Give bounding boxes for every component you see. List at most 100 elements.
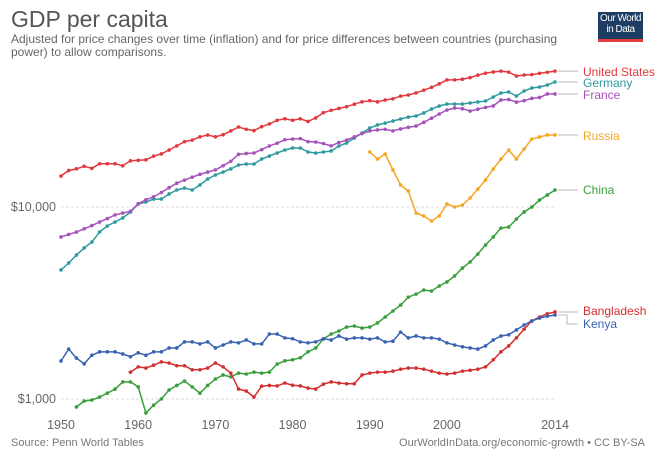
data-point-kenya[interactable]	[190, 340, 195, 344]
data-point-china[interactable]	[136, 385, 140, 389]
data-point-russia[interactable]	[421, 214, 426, 218]
data-point-kenya[interactable]	[97, 350, 102, 354]
data-point-france[interactable]	[298, 136, 303, 141]
data-point-kenya[interactable]	[321, 336, 326, 341]
data-point-kenya[interactable]	[290, 336, 295, 341]
data-point-bangladesh[interactable]	[205, 366, 210, 370]
data-point-bangladesh[interactable]	[275, 384, 279, 388]
line-united-states[interactable]	[60, 70, 556, 177]
data-point-china[interactable]	[244, 372, 249, 376]
data-point-bangladesh[interactable]	[306, 386, 310, 390]
data-point-united-states[interactable]	[205, 133, 210, 137]
data-point-united-states[interactable]	[267, 122, 272, 126]
data-point-germany[interactable]	[391, 119, 395, 123]
data-point-united-states[interactable]	[445, 78, 449, 82]
data-point-china[interactable]	[198, 391, 202, 396]
data-point-united-states[interactable]	[275, 118, 279, 123]
data-point-france[interactable]	[437, 112, 442, 116]
data-point-china[interactable]	[383, 315, 387, 319]
data-point-china[interactable]	[352, 324, 357, 328]
data-point-bangladesh[interactable]	[421, 367, 426, 371]
data-point-germany[interactable]	[82, 246, 86, 250]
data-point-china[interactable]	[491, 235, 496, 239]
data-point-united-states[interactable]	[59, 174, 63, 178]
data-point-france[interactable]	[306, 139, 310, 144]
data-point-germany[interactable]	[321, 150, 326, 154]
data-point-bangladesh[interactable]	[229, 371, 233, 375]
data-point-china[interactable]	[290, 358, 295, 362]
data-point-united-states[interactable]	[198, 135, 202, 139]
data-point-bangladesh[interactable]	[321, 382, 326, 386]
data-point-russia[interactable]	[429, 219, 434, 223]
data-point-kenya[interactable]	[429, 336, 434, 340]
data-point-bangladesh[interactable]	[213, 361, 218, 365]
data-point-china[interactable]	[537, 198, 542, 202]
data-point-china[interactable]	[553, 188, 557, 192]
data-point-united-states[interactable]	[236, 125, 241, 129]
data-point-germany[interactable]	[229, 167, 233, 171]
data-point-china[interactable]	[483, 243, 488, 247]
data-point-united-states[interactable]	[460, 77, 465, 82]
data-point-kenya[interactable]	[313, 340, 318, 344]
data-point-russia[interactable]	[437, 214, 442, 218]
data-point-kenya[interactable]	[414, 334, 418, 338]
data-point-germany[interactable]	[213, 173, 218, 177]
data-point-france[interactable]	[383, 127, 387, 132]
data-point-bangladesh[interactable]	[522, 327, 526, 331]
data-point-united-states[interactable]	[290, 118, 295, 123]
data-point-russia[interactable]	[445, 202, 449, 206]
data-point-germany[interactable]	[406, 115, 411, 119]
data-point-kenya[interactable]	[468, 346, 472, 350]
data-point-china[interactable]	[221, 373, 225, 377]
data-point-china[interactable]	[182, 379, 187, 383]
data-point-kenya[interactable]	[229, 340, 233, 344]
data-point-china[interactable]	[236, 371, 241, 375]
data-point-united-states[interactable]	[383, 98, 387, 102]
data-point-china[interactable]	[213, 377, 218, 381]
data-point-france[interactable]	[267, 144, 272, 148]
data-point-china[interactable]	[337, 329, 341, 333]
data-point-russia[interactable]	[468, 196, 472, 200]
data-point-china[interactable]	[120, 380, 125, 384]
data-point-germany[interactable]	[522, 89, 526, 93]
data-point-russia[interactable]	[553, 133, 557, 137]
data-point-france[interactable]	[313, 140, 318, 144]
data-point-kenya[interactable]	[244, 338, 249, 342]
data-point-france[interactable]	[553, 92, 557, 96]
line-kenya[interactable]	[60, 314, 556, 365]
data-point-bangladesh[interactable]	[352, 381, 357, 386]
data-point-germany[interactable]	[306, 150, 310, 154]
data-point-kenya[interactable]	[398, 330, 403, 334]
data-point-bangladesh[interactable]	[553, 310, 557, 314]
data-point-kenya[interactable]	[174, 346, 179, 350]
data-point-germany[interactable]	[383, 121, 387, 125]
data-point-russia[interactable]	[391, 168, 395, 172]
series-france[interactable]	[59, 92, 557, 239]
data-point-france[interactable]	[476, 107, 480, 112]
data-point-united-states[interactable]	[414, 91, 418, 95]
series-label-germany[interactable]: Germany	[583, 76, 632, 90]
data-point-bangladesh[interactable]	[383, 370, 387, 374]
data-point-united-states[interactable]	[483, 71, 488, 75]
data-point-france[interactable]	[167, 185, 171, 190]
data-point-china[interactable]	[313, 346, 318, 350]
data-point-germany[interactable]	[491, 95, 496, 99]
data-point-russia[interactable]	[530, 137, 534, 141]
data-point-china[interactable]	[522, 210, 526, 214]
data-point-germany[interactable]	[398, 117, 403, 121]
data-point-bangladesh[interactable]	[468, 368, 472, 373]
data-point-united-states[interactable]	[491, 70, 496, 74]
series-russia[interactable]	[367, 133, 557, 223]
data-point-germany[interactable]	[259, 157, 264, 161]
data-point-united-states[interactable]	[244, 127, 249, 132]
series-label-united-states[interactable]: United States	[583, 65, 655, 79]
series-germany[interactable]	[59, 80, 557, 272]
data-point-germany[interactable]	[298, 146, 303, 150]
data-point-bangladesh[interactable]	[244, 389, 249, 393]
data-point-kenya[interactable]	[298, 340, 303, 344]
data-point-united-states[interactable]	[82, 164, 86, 169]
data-point-kenya[interactable]	[59, 359, 63, 363]
data-point-united-states[interactable]	[437, 82, 442, 86]
data-point-china[interactable]	[445, 280, 449, 284]
data-point-bangladesh[interactable]	[174, 363, 179, 368]
